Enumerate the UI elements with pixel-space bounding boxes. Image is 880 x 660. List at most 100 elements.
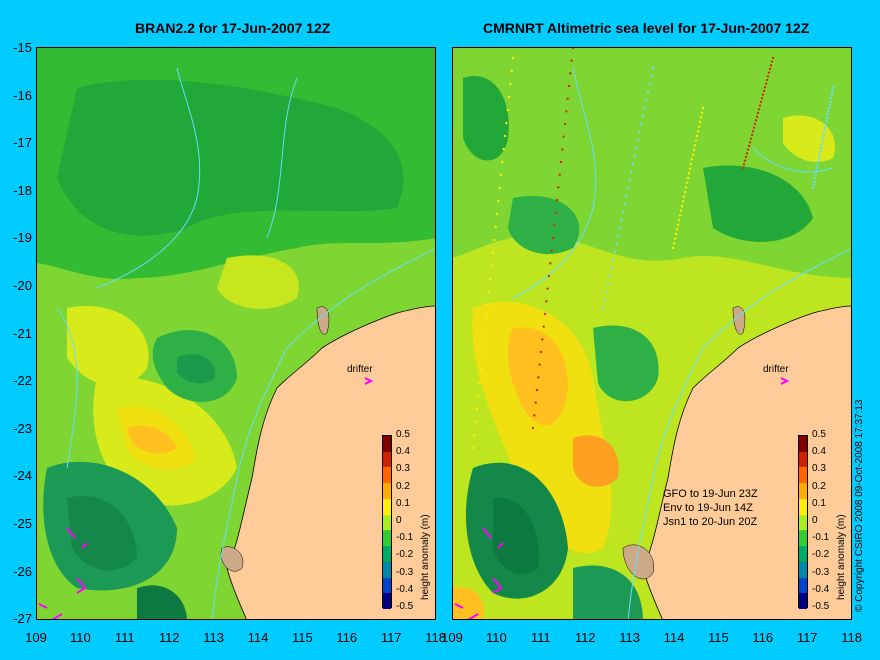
altimeter-track-point bbox=[541, 338, 544, 341]
altimeter-track-point bbox=[651, 66, 655, 70]
latitude-tick: -27 bbox=[13, 611, 32, 627]
altimeter-track-point bbox=[571, 48, 575, 50]
altimeter-track-point bbox=[633, 154, 636, 158]
altimeter-track-point bbox=[827, 106, 831, 110]
altimeter-track-point bbox=[650, 74, 653, 78]
altimeter-track-point bbox=[471, 446, 475, 450]
left-map-panel[interactable] bbox=[36, 47, 436, 620]
colorbar-swatch bbox=[799, 593, 807, 610]
altimeter-track-point bbox=[831, 86, 835, 90]
altimeter-track-point bbox=[621, 210, 625, 214]
altimeter-track-point bbox=[749, 137, 753, 140]
latitude-tick: -24 bbox=[13, 468, 32, 484]
colorbar-swatch bbox=[799, 530, 807, 547]
altimeter-track-point bbox=[824, 123, 827, 126]
altimeter-track-point bbox=[683, 190, 687, 194]
altimeter-track-point bbox=[498, 186, 501, 190]
altimeter-track-point bbox=[473, 433, 476, 437]
altimeter-track-point bbox=[489, 277, 492, 281]
altimeter-track-point bbox=[502, 147, 505, 151]
longitude-tick: 116 bbox=[336, 630, 358, 645]
colorbar-tick: 0 bbox=[396, 515, 402, 526]
altimeter-track-point bbox=[746, 148, 750, 151]
colorbar-swatch bbox=[383, 530, 391, 547]
altimeter-track-point bbox=[697, 125, 701, 128]
altimeter-track-point bbox=[506, 108, 509, 112]
altimeter-track-point bbox=[812, 183, 815, 186]
altimeter-track-point bbox=[768, 67, 772, 71]
altimeter-track-point bbox=[826, 113, 829, 116]
altimeter-track-point bbox=[760, 97, 764, 100]
altimeter-track-point bbox=[490, 264, 493, 268]
colorbar-tick: 0.2 bbox=[812, 480, 826, 492]
altimeter-track-point bbox=[569, 72, 572, 75]
altimeter-track-point bbox=[823, 126, 827, 130]
colorbar-swatch bbox=[799, 451, 807, 468]
colorbar-tick: 0.1 bbox=[812, 497, 826, 509]
latitude-tick: -26 bbox=[13, 563, 32, 579]
colorbar-swatch bbox=[799, 546, 807, 563]
colorbar-swatch bbox=[383, 561, 391, 579]
altimeter-track-point bbox=[497, 199, 500, 203]
latitude-tick: -25 bbox=[13, 516, 32, 531]
altimeter-track-point bbox=[830, 93, 833, 96]
longitude-tick: 109 bbox=[25, 630, 47, 645]
altimeter-track-point bbox=[819, 146, 823, 150]
altimeter-track-point bbox=[567, 84, 571, 88]
altimeter-track-point bbox=[753, 122, 757, 126]
altimeter-track-point bbox=[828, 103, 831, 106]
satellite-list: GFO to 19-Jun 23Z Env to 19-Jun 14Z Jsn1… bbox=[663, 487, 758, 529]
altimeter-track-point bbox=[553, 224, 556, 227]
longitude-tick: 110 bbox=[486, 630, 507, 645]
altimeter-track-point bbox=[825, 120, 828, 123]
altimeter-track-point bbox=[752, 126, 756, 129]
altimeter-track-point bbox=[646, 90, 650, 94]
altimeter-track-point bbox=[482, 342, 485, 346]
altimeter-track-point bbox=[823, 130, 826, 133]
longitude-tick: 112 bbox=[158, 630, 180, 645]
latitude-tick: -17 bbox=[13, 135, 32, 151]
altimeter-track-point bbox=[696, 130, 700, 133]
longitude-tick: 118 bbox=[425, 630, 446, 645]
right-map-panel[interactable] bbox=[452, 47, 852, 620]
altimeter-track-point bbox=[688, 167, 692, 170]
altimeter-track-point bbox=[608, 274, 611, 278]
altimeter-track-point bbox=[817, 156, 821, 160]
altimeter-track-point bbox=[831, 90, 834, 93]
altimeter-track-point bbox=[533, 414, 536, 417]
altimeter-track-point bbox=[606, 282, 610, 286]
colorbar-tick: -0.1 bbox=[812, 532, 830, 544]
colorbar-swatch bbox=[799, 483, 807, 500]
altimeter-track-point bbox=[817, 160, 820, 163]
altimeter-track-point bbox=[674, 232, 678, 236]
altimeter-track-point bbox=[700, 111, 704, 114]
altimeter-track-point bbox=[818, 153, 821, 156]
altimeter-track-point bbox=[694, 139, 698, 142]
altimeter-track-point bbox=[684, 186, 688, 189]
altimeter-track-point bbox=[821, 140, 824, 143]
left-map-title: BRAN2.2 for 17-Jun-2007 12Z bbox=[135, 20, 331, 36]
colorbar-tick: -0.2 bbox=[396, 549, 414, 561]
altimeter-track-point bbox=[677, 218, 681, 222]
longitude-tick: 117 bbox=[380, 630, 402, 645]
altimeter-track-point bbox=[616, 234, 620, 238]
altimeter-track-point bbox=[610, 266, 613, 270]
satellite-env: Env to 19-Jun 14Z bbox=[663, 502, 753, 514]
altimeter-track-point bbox=[501, 160, 504, 164]
altimeter-track-point bbox=[491, 251, 495, 255]
colorbar-swatch bbox=[383, 577, 391, 594]
altimeter-track-point bbox=[537, 376, 540, 379]
altimeter-track-point bbox=[770, 60, 774, 63]
altimeter-track-point bbox=[635, 146, 638, 150]
longitude-tick: 116 bbox=[752, 630, 774, 645]
altimeter-track-point bbox=[671, 246, 675, 250]
altimeter-track-point bbox=[766, 75, 770, 78]
altimeter-track-point bbox=[822, 133, 825, 136]
altimeter-track-point bbox=[811, 186, 815, 190]
colorbar-tick: -0.2 bbox=[812, 549, 830, 561]
altimeter-track-point bbox=[757, 108, 761, 111]
altimeter-track-point bbox=[535, 388, 539, 392]
altimeter-track-point bbox=[615, 242, 618, 246]
altimeter-track-point bbox=[741, 166, 745, 170]
altimeter-track-point bbox=[603, 298, 606, 302]
